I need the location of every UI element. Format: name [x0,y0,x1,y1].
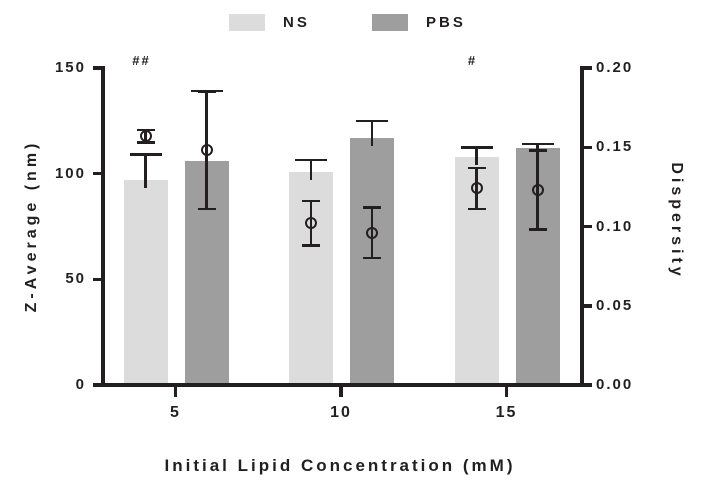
marker-errorbar-cap-bottom [467,207,486,211]
bar-errorbar-cap [460,146,493,149]
right-axis-tick-label: 0.20 [596,59,634,76]
marker-errorbar-cap-top [302,199,320,203]
marker-errorbar-cap-bottom [136,141,155,144]
left-axis-tick [93,66,101,70]
dispersity-marker-pbs-5 [200,144,213,157]
legend-label-pbs: PBS [426,14,466,31]
right-axis-line [580,66,584,387]
right-axis-tick-label: 0.15 [596,138,634,156]
dispersity-marker-ns-5 [139,130,152,143]
marker-errorbar-cap-top [197,90,216,94]
significance-annotation: # [467,53,478,68]
bar-errorbar-cap [295,158,327,162]
bar-ns-5 [123,180,168,385]
left-axis-tick-label: 0 [75,376,86,393]
bar-errorbar-stem [309,159,313,180]
x-axis-title: Initial Lipid Concentration (mM) [164,456,516,475]
bar-errorbar-cap [129,153,162,156]
dispersity-marker-ns-15 [470,182,483,195]
left-axis-tick-label: 150 [54,59,86,76]
left-axis-tick-label: 100 [54,164,86,182]
marker-errorbar-cap-top [467,166,486,170]
legend-item-ns: NS [229,14,310,31]
marker-errorbar-cap-bottom [197,207,216,211]
significance-annotation: ## [132,53,151,68]
right-axis-tick-label: 0.05 [596,296,634,314]
x-axis-tick [504,387,509,397]
marker-errorbar-cap-bottom [302,244,320,247]
dispersity-marker-ns-10 [305,217,317,230]
x-axis-tick-label: 5 [170,404,181,421]
x-axis-tick-label: 15 [495,404,518,421]
marker-errorbar-cap-bottom [363,256,381,260]
bar-errorbar-stem [475,147,478,165]
left-axis-tick [93,171,101,176]
legend-item-pbs: PBS [372,14,466,31]
x-axis-tick [339,387,343,397]
bar-errorbar-cap [356,119,388,123]
bar-errorbar-stem [370,120,374,146]
left-axis-line [101,66,105,387]
bar-errorbar-stem [144,154,147,188]
right-axis-tick-label: 0.10 [596,217,634,235]
right-axis-tick [584,383,592,387]
x-axis-line [101,383,584,387]
legend-label-ns: NS [283,14,310,31]
bar-errorbar-cap [521,142,554,146]
right-axis-tick [584,304,592,308]
left-axis-tick-label: 50 [65,270,86,288]
left-axis-tick [93,277,101,282]
legend-swatch-ns [229,14,265,31]
x-axis-tick [173,387,178,397]
x-axis-tick-label: 10 [330,404,352,421]
right-axis-tick-label: 0.00 [596,376,634,393]
legend-swatch-pbs [372,14,408,31]
marker-errorbar-cap-top [528,149,547,152]
marker-errorbar-cap-top [136,128,155,132]
dispersity-marker-pbs-15 [531,184,544,197]
bar-pbs-10 [350,137,394,385]
marker-errorbar-cap-bottom [528,228,547,231]
right-axis-tick [584,66,592,70]
right-axis-tick [584,145,592,149]
dispersity-marker-pbs-10 [366,226,378,239]
marker-errorbar-cap-top [363,206,381,209]
left-axis-tick [93,383,101,387]
right-axis-tick [584,224,592,229]
